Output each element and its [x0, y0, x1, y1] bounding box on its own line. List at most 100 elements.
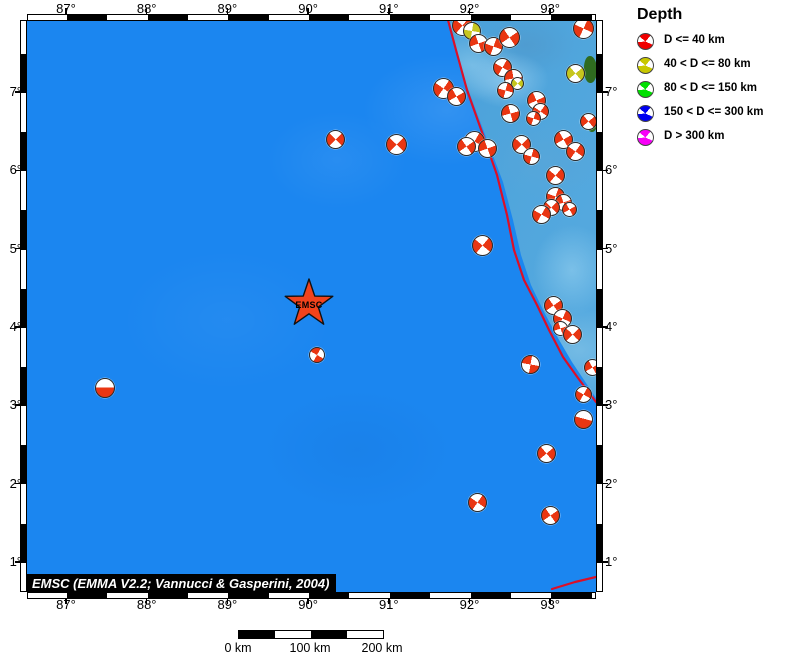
legend-beachball-icon — [637, 33, 654, 50]
frame-band-right — [596, 20, 603, 592]
frame-band-segment — [551, 593, 592, 598]
frame-band-segment — [147, 593, 189, 598]
axis-tick — [15, 247, 21, 250]
focal-mechanism-beachball — [95, 378, 115, 398]
axis-label: 2° — [605, 475, 618, 491]
focal-mechanism-beachball — [496, 81, 514, 99]
focal-mechanism-beachball — [500, 103, 520, 123]
focal-mechanism-beachball — [471, 234, 493, 256]
focal-mechanism-beachball — [536, 443, 556, 463]
scale-bar-segment — [311, 631, 347, 638]
axis-label: 4° — [605, 318, 618, 334]
frame-band-segment — [309, 15, 350, 20]
axis-tick — [15, 326, 21, 328]
legend-item-label: 40 < D <= 80 km — [664, 58, 751, 70]
axis-tick — [226, 598, 229, 604]
axis-tick — [602, 169, 608, 172]
frame-band-bottom — [27, 592, 596, 599]
axis-label: 5° — [9, 240, 22, 256]
axis-tick — [602, 404, 608, 406]
legend-item: 80 < D <= 150 km — [633, 78, 790, 102]
star-icon — [284, 278, 334, 325]
focal-mechanism-beachball — [562, 324, 582, 344]
legend-item: D > 300 km — [633, 126, 790, 150]
scale-bar-label: 200 km — [361, 641, 403, 655]
frame-band-segment — [389, 15, 431, 20]
frame-band-top — [27, 14, 596, 21]
axis-label: 88° — [136, 1, 157, 16]
frame-band-segment — [21, 523, 26, 563]
axis-tick — [15, 169, 21, 172]
focal-mechanism-beachball — [385, 133, 407, 155]
legend-beachball-icon — [637, 57, 654, 74]
frame-band-segment — [21, 367, 26, 407]
frame-band-segment — [21, 445, 26, 485]
axis-tick — [388, 8, 390, 14]
scale-bar-segment — [239, 631, 275, 638]
focal-mechanism-beachball — [498, 26, 520, 48]
frame-band-segment — [551, 15, 592, 20]
star-label: EMSC — [295, 300, 323, 311]
legend-beachball-icon — [637, 105, 654, 122]
scale-bar-label: 0 km — [224, 641, 252, 655]
legend-item-label: D <= 40 km — [664, 34, 725, 46]
axis-label: 4° — [9, 318, 22, 334]
axis-label: 6° — [605, 162, 618, 178]
axis-label: 90° — [298, 597, 318, 612]
axis-tick — [15, 404, 21, 406]
frame-band-segment — [309, 593, 350, 598]
focal-mechanism-beachball — [573, 409, 593, 429]
focal-mechanism-beachball — [531, 204, 551, 224]
axis-label: 92° — [459, 1, 480, 16]
axis-label: 87° — [56, 597, 76, 612]
frame-band-segment — [389, 593, 431, 598]
axis-label: 2° — [9, 475, 22, 491]
frame-band-segment — [597, 367, 602, 407]
axis-tick — [602, 247, 608, 250]
axis-tick — [65, 598, 67, 604]
axis-label: 93° — [540, 1, 561, 16]
frame-band-segment — [470, 15, 511, 20]
axis-label: 87° — [56, 1, 76, 16]
legend-item: 150 < D <= 300 km — [633, 102, 790, 126]
axis-label: 91° — [378, 1, 399, 16]
focal-mechanism-beachball — [309, 347, 325, 363]
axis-tick — [468, 8, 471, 14]
focal-mechanism-beachball — [446, 86, 466, 106]
axis-label: 89° — [217, 597, 238, 612]
focal-mechanism-beachball — [522, 147, 540, 165]
depth-legend: Depth D <= 40 km 40 < D <= 80 km 80 < D <=… — [633, 6, 790, 150]
emsc-epicenter-star: EMSC — [283, 278, 335, 330]
axis-tick — [468, 598, 471, 604]
legend-item-label: 150 < D <= 300 km — [664, 106, 764, 118]
axis-label: 89° — [217, 1, 238, 16]
frame-band-segment — [21, 132, 26, 172]
focal-mechanism-beachball — [572, 20, 594, 39]
axis-label: 7° — [9, 84, 22, 99]
trench-line-main — [446, 20, 596, 404]
frame-band-segment — [597, 210, 602, 250]
focal-mechanism-beachball — [553, 129, 573, 149]
axis-label: 91° — [378, 597, 399, 612]
frame-band-segment — [21, 210, 26, 250]
island-landmass — [584, 56, 596, 83]
frame-band-segment — [21, 53, 26, 93]
frame-band-left — [20, 20, 27, 592]
frame-band-segment — [147, 15, 189, 20]
axis-tick — [15, 91, 21, 93]
axis-label: 92° — [459, 597, 480, 612]
legend-item-label: D > 300 km — [664, 130, 725, 142]
axis-tick — [549, 8, 551, 14]
axis-tick — [15, 561, 21, 563]
focal-mechanism-beachball — [561, 201, 577, 217]
axis-tick — [602, 91, 608, 93]
focal-mechanism-beachball — [525, 110, 541, 126]
frame-band-segment — [470, 593, 511, 598]
axis-tick — [65, 8, 67, 14]
axis-label: 6° — [9, 162, 22, 178]
focal-mechanism-beachball — [545, 165, 565, 185]
focal-mechanism-beachball — [467, 492, 487, 512]
axis-label: 5° — [605, 240, 618, 256]
frame-band-segment — [228, 15, 269, 20]
